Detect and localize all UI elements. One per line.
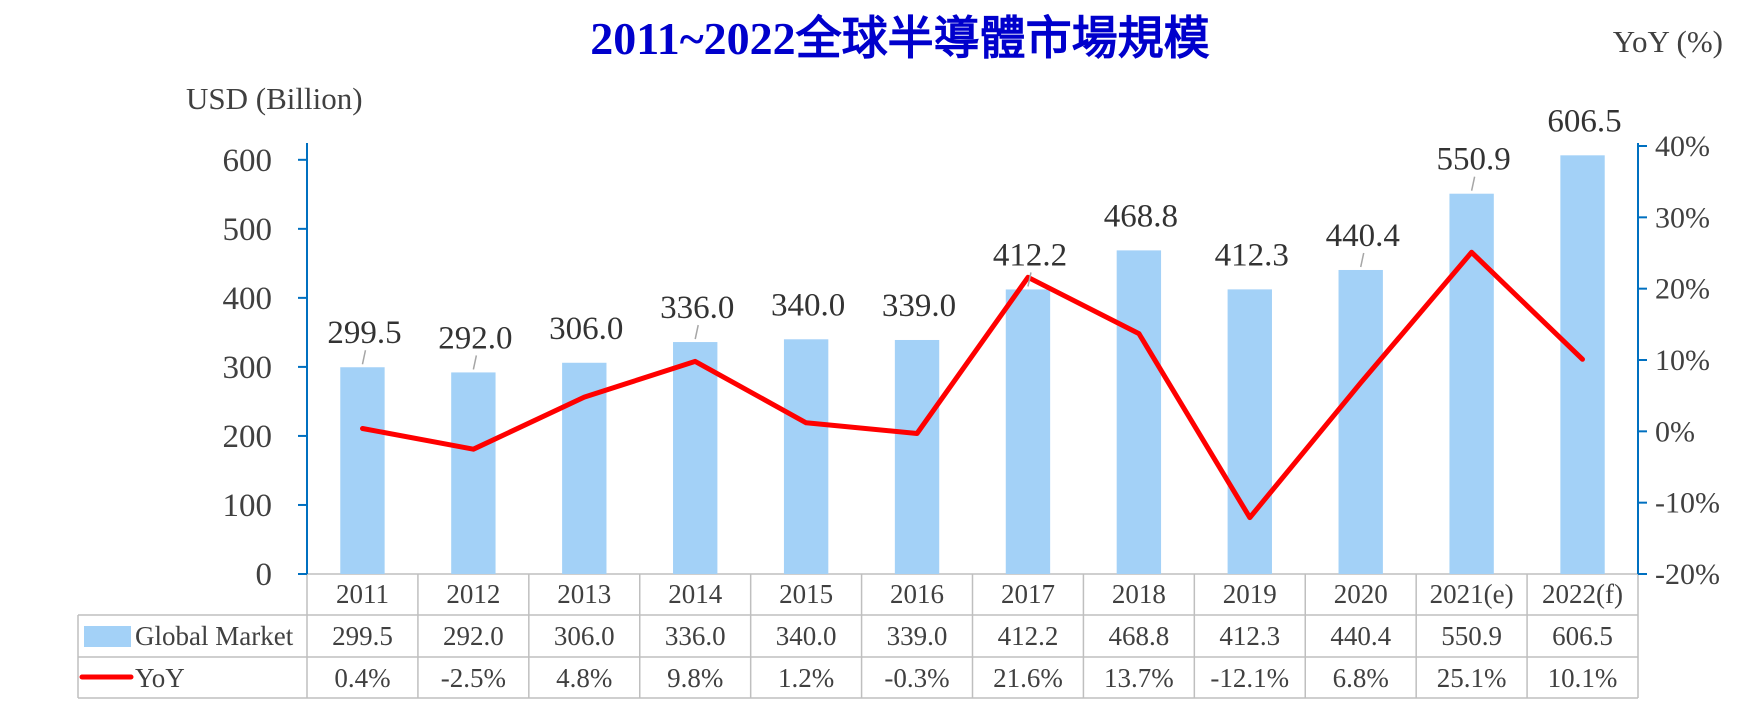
data-label-global-market-2019: 412.3 (1215, 237, 1289, 273)
data-label-global-market-2015: 340.0 (771, 287, 845, 323)
data-labels-layer: 299.5 292.0 306.0 336.0 340.0 339.0 412.2 468.8… (327, 103, 1622, 370)
table-value-global-market-2012: 292.0 (443, 621, 504, 651)
table-row-header-global-market: Global Market (135, 621, 294, 651)
y-tick-label-200: 200 (223, 419, 273, 455)
y2-tick-label-20pct: 20% (1655, 273, 1710, 306)
table-value-yoy-2013: 4.8% (556, 663, 612, 693)
bar-global-market-2012 (451, 372, 496, 574)
table-value-global-market-2017: 412.2 (998, 621, 1059, 651)
table-value-yoy-2019: -12.1% (1210, 663, 1289, 693)
table-value-yoy-2011: 0.4% (334, 663, 390, 693)
table-category-2018: 2018 (1112, 579, 1166, 609)
data-label-global-market-2022f: 606.5 (1547, 103, 1621, 139)
table-category-2014: 2014 (668, 579, 723, 609)
data-label-global-market-2012: 292.0 (438, 320, 512, 356)
data-label-leader-line (1027, 272, 1032, 287)
bar-global-market-2021e (1449, 193, 1494, 574)
table-category-2021e: 2021(e) (1430, 579, 1514, 609)
table-value-global-market-2014: 336.0 (665, 621, 726, 651)
yoy-line-layer (360, 249, 1585, 521)
bar-global-market-2011 (340, 367, 385, 574)
y2-tick-label-minus10pct: -10% (1655, 487, 1720, 520)
y-axis-title: USD (Billion) (186, 81, 363, 116)
table-category-2019: 2019 (1223, 579, 1277, 609)
y-tick-label-400: 400 (223, 281, 273, 317)
bar-global-market-2022f (1560, 155, 1605, 575)
table-category-2022f: 2022(f) (1542, 579, 1623, 609)
data-label-global-market-2018: 468.8 (1104, 198, 1178, 234)
table-category-2011: 2011 (336, 579, 389, 609)
bar-global-market-2020 (1338, 269, 1383, 574)
y2-axis-title: YoY (%) (1613, 24, 1723, 59)
y-tick-label-600: 600 (223, 143, 273, 179)
y2-axis: -20% -10% 0% 10% 20% 30% 40% (1637, 130, 1720, 591)
table-value-yoy-2016: -0.3% (884, 663, 949, 693)
y2-tick-label-40pct: 40% (1655, 130, 1710, 163)
data-label-global-market-2013: 306.0 (549, 311, 623, 347)
table-value-global-market-2018: 468.8 (1109, 621, 1170, 651)
data-label-leader-line (694, 324, 699, 340)
y2-tick-label-10pct: 10% (1655, 344, 1710, 377)
data-label-leader-line (361, 350, 367, 365)
table-category-2017: 2017 (1001, 579, 1055, 609)
bar-global-market-2014 (673, 342, 718, 574)
table-value-yoy-2017: 21.6% (993, 663, 1063, 693)
table-value-global-market-2015: 340.0 (776, 621, 837, 651)
yoy-line (360, 249, 1585, 521)
bar-global-market-2019 (1227, 289, 1272, 574)
table-value-global-market-2016: 339.0 (887, 621, 948, 651)
table-value-yoy-2018: 13.7% (1104, 663, 1174, 693)
y-tick-label-300: 300 (223, 350, 273, 386)
table-value-global-market-2019: 412.3 (1219, 621, 1280, 651)
table-value-global-market-2020: 440.4 (1330, 621, 1391, 651)
table-value-global-market-2022f: 606.5 (1552, 621, 1613, 651)
y-tick-label-500: 500 (223, 212, 273, 248)
table-value-yoy-2021e: 25.1% (1437, 663, 1507, 693)
data-label-global-market-2016: 339.0 (882, 288, 956, 324)
table-category-2015: 2015 (779, 579, 833, 609)
data-label-leader-line (1359, 252, 1365, 268)
table-category-2013: 2013 (557, 579, 611, 609)
data-label-leader-line (472, 355, 478, 370)
data-label-global-market-2017: 412.2 (993, 237, 1067, 273)
data-label-global-market-2021e: 550.9 (1437, 142, 1511, 178)
y-tick-label-0: 0 (256, 557, 273, 593)
table-value-yoy-2014: 9.8% (667, 663, 723, 693)
table-category-2020: 2020 (1334, 579, 1388, 609)
data-label-global-market-2020: 440.4 (1326, 218, 1400, 254)
table-value-yoy-2022f: 10.1% (1548, 663, 1618, 693)
table-category-2016: 2016 (890, 579, 944, 609)
y2-tick-label-30pct: 30% (1655, 201, 1710, 234)
legend-key-global-market (84, 626, 131, 647)
table-value-global-market-2011: 299.5 (332, 621, 393, 651)
data-label-global-market-2014: 336.0 (660, 290, 734, 326)
data-label-leader-line (1470, 176, 1476, 191)
y2-tick-label-0pct: 0% (1655, 415, 1695, 448)
table-value-yoy-2012: -2.5% (441, 663, 506, 693)
data-table-grid (77, 573, 1639, 699)
bar-global-market-2018 (1116, 250, 1162, 574)
bar-global-market-2015 (783, 339, 829, 574)
y-tick-label-100: 100 (223, 488, 273, 524)
table-row-header-yoy: YoY (135, 663, 185, 693)
table-value-yoy-2020: 6.8% (1333, 663, 1389, 693)
bar-global-market-2017 (1005, 289, 1051, 574)
bars-layer (340, 155, 1605, 575)
table-category-2012: 2012 (446, 579, 500, 609)
data-label-global-market-2011: 299.5 (327, 315, 401, 351)
bar-global-market-2016 (894, 339, 940, 574)
table-value-global-market-2013: 306.0 (554, 621, 615, 651)
y2-tick-label-minus20pct: -20% (1655, 558, 1720, 591)
y-axis: 0 100 200 300 400 500 600 (223, 143, 308, 593)
data-table: Global Market YoY 2011 299.5 0.4% 2012 292.0… (79, 579, 1623, 693)
table-value-global-market-2021e: 550.9 (1441, 621, 1502, 651)
chart-title: 2011~2022全球半導體市場規模 (590, 13, 1209, 64)
table-value-yoy-2015: 1.2% (778, 663, 834, 693)
